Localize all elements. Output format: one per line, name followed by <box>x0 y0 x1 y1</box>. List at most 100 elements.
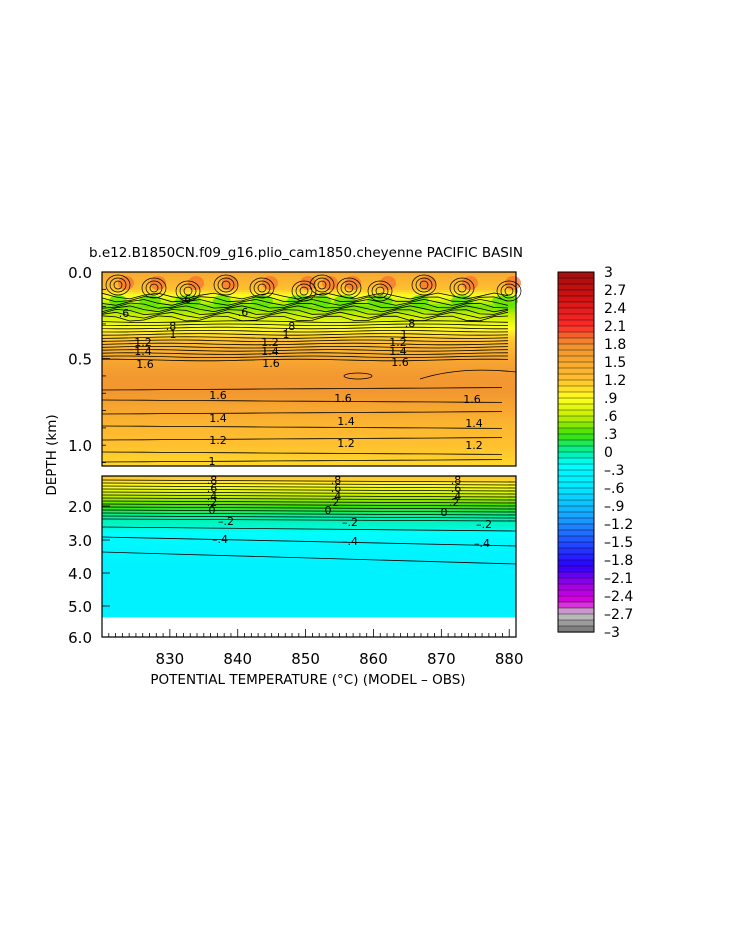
color-band <box>102 446 516 449</box>
contour-line <box>179 283 197 299</box>
contour-label: –.4 <box>212 533 228 546</box>
colorbar-swatch <box>557 547 595 555</box>
contour-line <box>317 280 327 290</box>
contour-line <box>415 277 433 293</box>
contour-line <box>343 372 373 380</box>
contour-label: 1.6 <box>334 392 352 405</box>
color-band <box>102 326 516 329</box>
colorbar-label: 1.8 <box>604 337 626 353</box>
colorbar-swatch <box>557 565 595 573</box>
color-band <box>102 493 516 496</box>
contour-label: 1.4 <box>337 415 355 428</box>
color-band <box>102 450 516 453</box>
color-band <box>102 537 516 540</box>
contour-label: .8 <box>166 320 177 333</box>
contour-line <box>175 280 201 302</box>
color-band <box>102 382 516 385</box>
color-band <box>102 514 516 518</box>
contour-label: 1.6 <box>262 357 280 370</box>
color-band <box>102 410 516 413</box>
colorbar-swatch <box>557 307 595 315</box>
color-band <box>102 322 516 325</box>
contour-line <box>217 277 235 293</box>
colorbar-swatch <box>557 355 595 363</box>
color-band <box>102 527 516 530</box>
x-tick-label: 870 <box>427 650 456 668</box>
contour-label: 1 <box>209 455 216 468</box>
colorbar-swatch <box>557 613 595 621</box>
color-band <box>102 481 516 484</box>
contour-label: 1.4 <box>261 345 279 358</box>
colorbar-swatch <box>557 391 595 399</box>
contour-label: .2 <box>449 496 460 509</box>
contour-label: 1.2 <box>209 434 227 447</box>
contour-label: .6 <box>207 482 218 495</box>
contour-line <box>101 515 517 519</box>
contour-label: .6 <box>238 306 249 319</box>
color-band <box>102 497 516 500</box>
contour-line <box>101 479 517 483</box>
contour-line <box>101 336 509 339</box>
colorbar-label: –.6 <box>604 481 624 497</box>
colorbar-swatch <box>557 553 595 561</box>
color-band <box>102 601 516 604</box>
contour-line <box>101 352 509 355</box>
colorbar-label: –1.2 <box>604 517 633 533</box>
color-band <box>102 488 516 491</box>
color-band <box>102 398 516 401</box>
contour-line <box>101 488 517 492</box>
contour-label: 1.6 <box>209 389 227 402</box>
contour-label: .2 <box>207 496 218 509</box>
anomaly-patch <box>313 295 331 307</box>
colorbar-swatch <box>557 403 595 411</box>
color-band <box>102 530 516 533</box>
color-band <box>102 528 516 532</box>
colorbar-swatch <box>557 277 595 285</box>
color-band <box>102 520 516 523</box>
colorbar-label: –.9 <box>604 499 624 515</box>
color-band <box>102 558 516 562</box>
contour-line <box>336 277 362 299</box>
colorbar-swatch <box>557 457 595 465</box>
colorbar-swatch <box>557 421 595 429</box>
color-band <box>102 272 516 275</box>
color-band <box>102 444 516 447</box>
colorbar-swatch <box>557 337 595 345</box>
colorbar-swatch <box>557 535 595 543</box>
color-band <box>102 314 516 317</box>
color-band <box>102 378 516 381</box>
colorbar-label: 1.5 <box>604 355 626 371</box>
contour-line <box>101 526 517 532</box>
contour-label: 1 <box>170 328 177 341</box>
color-band <box>102 606 516 609</box>
contour-line <box>101 491 517 495</box>
contour-label: .8 <box>207 474 218 487</box>
color-band <box>102 477 516 481</box>
color-band <box>102 581 516 584</box>
contour-line <box>367 280 393 302</box>
y-tick-label: 3.0 <box>68 532 92 550</box>
color-band <box>102 294 516 297</box>
contour-label: 1.4 <box>134 345 152 358</box>
colorbar-swatch <box>557 373 595 381</box>
colorbar-label: –2.7 <box>604 607 633 623</box>
contour-line <box>101 292 509 300</box>
upper-panel-frame <box>101 271 517 467</box>
color-band <box>102 476 516 479</box>
colorbar-label: –.3 <box>604 463 624 479</box>
colorbar-swatch <box>557 439 595 447</box>
color-band <box>102 542 516 546</box>
color-band <box>102 362 516 365</box>
color-band <box>102 448 516 451</box>
color-band <box>102 609 516 613</box>
contour-line <box>101 451 503 455</box>
color-band <box>102 438 516 441</box>
colorbar-swatch <box>557 433 595 441</box>
contour-line <box>313 277 331 293</box>
color-band <box>102 390 516 393</box>
contour-line <box>101 311 509 319</box>
color-band <box>102 420 516 423</box>
colorbar-swatch <box>557 409 595 417</box>
color-band <box>102 356 516 359</box>
contour-line <box>291 280 317 302</box>
